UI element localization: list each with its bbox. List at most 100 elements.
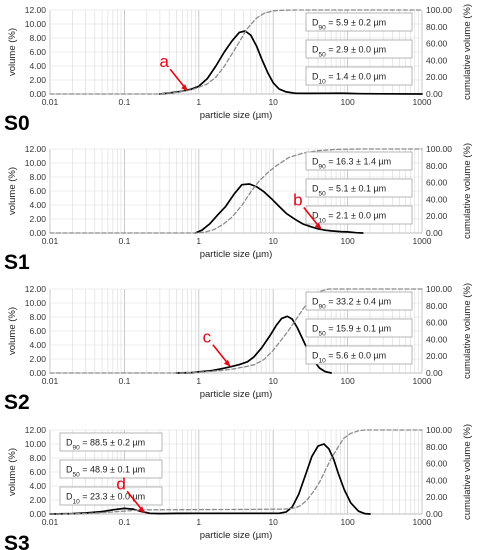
x-tick-label: 0.1 xyxy=(118,517,130,527)
volume-line xyxy=(194,183,364,234)
y2-tick-label: 0.00 xyxy=(426,89,443,99)
x-tick-label: 100 xyxy=(341,376,355,386)
y-axis-title: volume (%) xyxy=(7,448,18,496)
callout-label: d xyxy=(116,474,125,493)
x-tick-label: 100 xyxy=(341,236,355,246)
y-tick-label: 6.00 xyxy=(29,47,46,57)
y2-tick-label: 60.00 xyxy=(426,318,448,328)
y-tick-label: 0.00 xyxy=(29,368,46,378)
stats-box xyxy=(305,66,413,86)
cumulative-volume-line xyxy=(49,9,423,95)
callout-arrowhead xyxy=(138,506,146,514)
y2-axis-title: cumulative volume (%) xyxy=(462,143,473,239)
x-tick-label: 0.1 xyxy=(118,236,130,246)
callout-label: c xyxy=(203,328,212,347)
stats-box xyxy=(305,12,413,32)
stats-text: D50 = 2.9 ± 0.0 µm xyxy=(312,45,386,59)
stats-text: D90 = 88.5 ± 0.2 µm xyxy=(66,438,145,452)
y2-tick-label: 40.00 xyxy=(426,334,448,344)
stats-text: D50 = 48.9 ± 0.1 µm xyxy=(66,465,145,479)
y-tick-label: 12.00 xyxy=(25,284,47,294)
y2-tick-label: 80.00 xyxy=(426,22,448,32)
callout-arrow xyxy=(212,344,230,366)
y2-tick-label: 60.00 xyxy=(426,39,448,49)
x-axis-title: particle size (µm) xyxy=(200,389,273,400)
y2-tick-label: 20.00 xyxy=(426,351,448,361)
volume-line xyxy=(159,30,423,95)
x-tick-label: 100 xyxy=(341,517,355,527)
x-tick-label: 0.01 xyxy=(42,376,59,386)
y2-tick-label: 100.00 xyxy=(426,425,452,435)
cumulative-volume-line xyxy=(49,429,423,515)
panel-label: S3 xyxy=(4,532,30,550)
y-tick-label: 2.00 xyxy=(29,495,46,505)
x-tick-label: 10 xyxy=(268,517,278,527)
stats-box xyxy=(305,345,413,365)
stats-box xyxy=(305,205,413,225)
stats-text: D10 = 23.3 ± 0.0 µm xyxy=(66,492,145,506)
volume-line xyxy=(49,443,371,515)
y-tick-label: 2.00 xyxy=(29,354,46,364)
y2-tick-label: 0.00 xyxy=(426,368,443,378)
stats-text: D90 = 5.9 ± 0.2 µm xyxy=(312,18,386,32)
x-tick-label: 10 xyxy=(268,376,278,386)
x-tick-label: 0.01 xyxy=(42,97,59,107)
x-tick-label: 1000 xyxy=(413,376,432,386)
x-axis-title: particle size (µm) xyxy=(200,110,273,121)
stats-box xyxy=(305,151,413,171)
y2-tick-label: 0.00 xyxy=(426,228,443,238)
y-tick-label: 4.00 xyxy=(29,340,46,350)
y2-tick-label: 0.00 xyxy=(426,509,443,519)
panel-label: S2 xyxy=(4,391,30,414)
x-tick-label: 10 xyxy=(268,236,278,246)
stats-box xyxy=(59,432,163,452)
y-tick-label: 0.00 xyxy=(29,89,46,99)
y2-tick-label: 100.00 xyxy=(426,144,452,154)
panel-s1: 0.01 0.1 1 10 100 10000.002.004.006.008.0010.… xyxy=(4,143,473,274)
y2-axis-title: cumulative volume (%) xyxy=(462,424,473,520)
y-tick-label: 2.00 xyxy=(29,214,46,224)
y-tick-label: 12.00 xyxy=(25,144,47,154)
callout-label: b xyxy=(293,191,302,210)
y-tick-label: 4.00 xyxy=(29,61,46,71)
y-tick-label: 8.00 xyxy=(29,33,46,43)
y2-tick-label: 100.00 xyxy=(426,5,452,15)
panel-s3: 0.01 0.1 1 10 100 10000.002.004.006.008.0010.… xyxy=(4,424,473,550)
stats-text: D10 = 2.1 ± 0.0 µm xyxy=(312,211,386,225)
x-tick-label: 0.01 xyxy=(42,517,59,527)
y-tick-label: 10.00 xyxy=(25,439,47,449)
stats-text: D10 = 1.4 ± 0.0 µm xyxy=(312,72,386,86)
y-tick-label: 0.00 xyxy=(29,228,46,238)
y-axis-title: volume (%) xyxy=(7,307,18,355)
y2-axis-title: cumulative volume (%) xyxy=(462,4,473,100)
y-axis-title: volume (%) xyxy=(7,167,18,215)
x-tick-label: 10 xyxy=(268,97,278,107)
y-tick-label: 4.00 xyxy=(29,481,46,491)
y-tick-label: 10.00 xyxy=(25,19,47,29)
stats-box xyxy=(59,486,163,506)
x-tick-label: 1 xyxy=(196,517,201,527)
x-tick-label: 1 xyxy=(196,376,201,386)
y2-tick-label: 20.00 xyxy=(426,211,448,221)
y-tick-label: 8.00 xyxy=(29,172,46,182)
x-tick-label: 1 xyxy=(196,97,201,107)
y-axis-title: volume (%) xyxy=(7,28,18,76)
x-tick-label: 1000 xyxy=(413,517,432,527)
y2-tick-label: 40.00 xyxy=(426,194,448,204)
panel-s2: 0.01 0.1 1 10 100 10000.002.004.006.008.0010.… xyxy=(4,283,473,414)
stats-box xyxy=(305,318,413,338)
y2-tick-label: 80.00 xyxy=(426,161,448,171)
cumulative-volume-line xyxy=(49,148,423,234)
stats-box xyxy=(305,39,413,59)
stats-text: D50 = 5.1 ± 0.1 µm xyxy=(312,184,386,198)
y-tick-label: 0.00 xyxy=(29,509,46,519)
callout-arrowhead xyxy=(223,359,231,367)
x-tick-label: 0.1 xyxy=(118,97,130,107)
x-tick-label: 1000 xyxy=(413,236,432,246)
x-axis-title: particle size (µm) xyxy=(200,530,273,541)
y2-tick-label: 20.00 xyxy=(426,492,448,502)
stats-text: D50 = 15.9 ± 0.1 µm xyxy=(312,324,391,338)
panel-label: S0 xyxy=(4,112,30,135)
panel-s0: 0.01 0.1 1 10 100 10000.002.004.006.008.0010.… xyxy=(4,4,473,135)
panel-label: S1 xyxy=(4,251,30,274)
